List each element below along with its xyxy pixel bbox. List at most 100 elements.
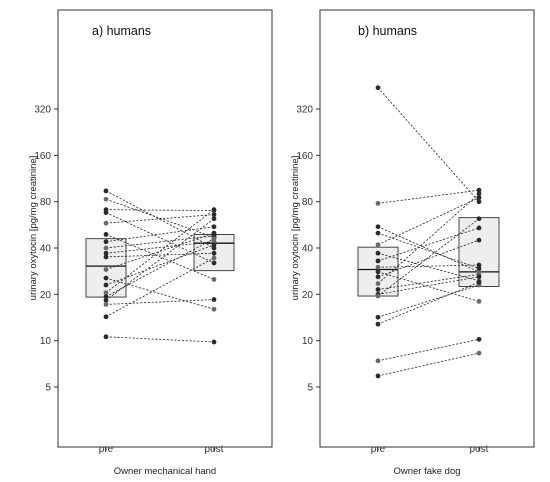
panel-title: a) humans xyxy=(92,24,151,38)
y-tick-label: 5 xyxy=(307,383,313,394)
pair-line xyxy=(377,226,480,273)
pair-line xyxy=(105,252,215,258)
paired-lines xyxy=(105,190,215,343)
y-tick-label: 5 xyxy=(45,383,51,394)
x-axis-title: Owner mechanical hand xyxy=(114,466,216,477)
point-post xyxy=(211,255,217,261)
pair-line xyxy=(377,264,480,268)
y-tick-label: 160 xyxy=(296,151,313,162)
y-tick-label: 10 xyxy=(40,336,52,347)
point-pre xyxy=(375,293,381,299)
point-post xyxy=(211,339,217,345)
point-pre xyxy=(103,232,109,237)
y-axis-title: urinary oxytocin [pg/mg creatinine] xyxy=(28,156,39,301)
point-post xyxy=(476,298,482,304)
y-tick-label: 320 xyxy=(296,105,313,116)
data-points xyxy=(103,188,217,345)
point-post xyxy=(476,262,482,268)
pair-line xyxy=(105,190,215,249)
pair-line xyxy=(105,257,215,318)
point-post xyxy=(211,230,217,236)
point-pre xyxy=(375,281,381,286)
point-post xyxy=(476,336,482,342)
point-post xyxy=(211,224,217,230)
point-post xyxy=(476,274,482,280)
point-post xyxy=(476,187,482,193)
pair-line xyxy=(105,198,215,238)
y-axis-title: urinary oxytocin [pg/mg creatinine] xyxy=(290,156,301,301)
pair-line xyxy=(105,226,215,243)
x-tick-label-pre: pre xyxy=(371,444,386,455)
pair-line xyxy=(377,284,480,318)
pair-line xyxy=(105,214,215,224)
pair-line xyxy=(105,299,215,305)
point-post xyxy=(211,236,217,242)
panel-b: b) humans Owner fake dog urinary oxytoci… xyxy=(290,9,535,477)
point-post xyxy=(476,265,482,271)
x-axis: pre post xyxy=(371,444,489,455)
point-pre xyxy=(103,210,109,215)
pair-line xyxy=(105,238,215,298)
point-post xyxy=(476,191,482,197)
point-pre xyxy=(375,242,381,248)
point-pre xyxy=(103,245,109,251)
pair-line xyxy=(105,241,215,254)
point-post xyxy=(476,225,482,231)
x-axis: pre post xyxy=(99,444,224,455)
y-tick-label: 80 xyxy=(40,197,52,208)
point-pre xyxy=(103,290,109,296)
pair-line xyxy=(105,212,215,264)
pair-line xyxy=(377,227,480,262)
point-pre xyxy=(103,282,109,288)
point-pre xyxy=(103,314,109,320)
point-post xyxy=(476,195,482,201)
point-post xyxy=(476,237,482,243)
point-pre xyxy=(103,297,109,303)
point-pre xyxy=(103,188,109,194)
point-pre xyxy=(375,269,381,275)
pair-line xyxy=(377,232,480,269)
point-pre xyxy=(103,239,109,245)
pair-line xyxy=(377,218,480,297)
point-pre xyxy=(375,321,381,327)
point-pre xyxy=(375,274,381,280)
x-tick-label-pre: pre xyxy=(99,444,114,455)
point-post xyxy=(476,216,482,222)
pair-line xyxy=(105,336,215,343)
point-post xyxy=(211,260,217,266)
pair-line xyxy=(377,338,480,362)
pair-line xyxy=(377,276,480,295)
y-axis: 5 10 20 40 80 160 320 xyxy=(34,105,58,394)
paired-lines xyxy=(377,87,480,377)
pair-line xyxy=(377,87,480,202)
x-tick-label-post: post xyxy=(205,444,224,455)
x-axis-title: Owner fake dog xyxy=(393,466,460,477)
pair-line xyxy=(377,197,480,246)
y-axis: 5 10 20 40 80 160 320 xyxy=(296,105,320,394)
point-pre xyxy=(375,314,381,320)
point-pre xyxy=(103,294,109,300)
point-pre xyxy=(103,275,109,281)
y-tick-label: 10 xyxy=(302,336,314,347)
point-pre xyxy=(375,373,381,379)
point-pre xyxy=(375,287,381,292)
point-pre xyxy=(103,267,109,272)
pair-line xyxy=(105,234,215,280)
point-post xyxy=(476,199,482,205)
pair-line xyxy=(377,273,480,290)
pair-line xyxy=(377,189,480,204)
pair-line xyxy=(105,244,215,286)
point-pre xyxy=(375,250,381,256)
point-pre xyxy=(103,334,109,340)
point-pre xyxy=(103,250,109,256)
point-pre xyxy=(375,358,381,364)
y-tick-label: 20 xyxy=(40,290,52,301)
data-points xyxy=(375,85,482,379)
pair-line xyxy=(377,271,480,302)
point-pre xyxy=(375,85,381,91)
y-tick-label: 320 xyxy=(34,105,51,116)
panel-a: a) humans Owner mechanical hand urinary … xyxy=(28,9,273,477)
y-tick-label: 40 xyxy=(40,244,52,255)
point-post xyxy=(211,207,217,213)
